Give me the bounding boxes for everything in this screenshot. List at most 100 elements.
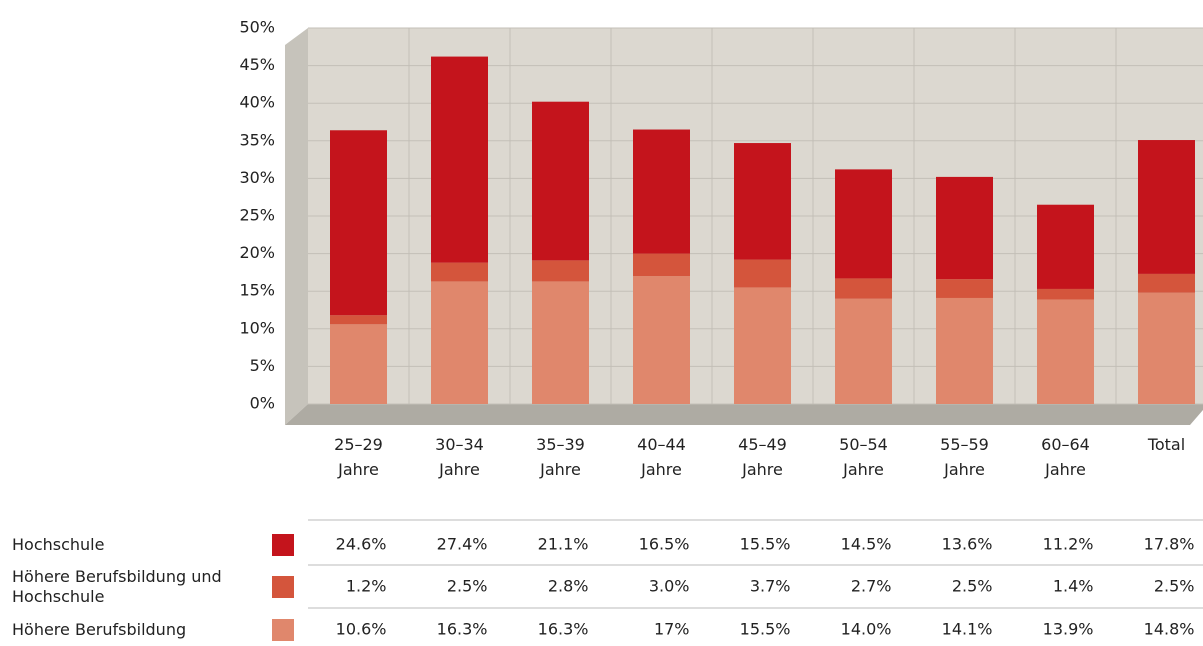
x-tick-label: Total: [1147, 435, 1185, 454]
x-tick-line: Total: [1147, 435, 1185, 454]
x-tick-line: Jahre: [1044, 460, 1086, 479]
x-tick-line: 55–59: [940, 435, 989, 454]
table-value: 15.5%: [740, 535, 791, 554]
floor: [285, 404, 1203, 425]
bar-segment: [936, 176, 993, 280]
y-tick-label: 35%: [239, 130, 275, 149]
bar-segment: [633, 129, 690, 254]
x-tick-label: 55–59 Jahre: [940, 435, 989, 479]
table-value: 13.6%: [942, 535, 993, 554]
x-tick-label: 35–39 Jahre: [536, 435, 585, 479]
y-tick-label: 10%: [239, 318, 275, 337]
x-tick-label: 25–29 Jahre: [334, 435, 383, 479]
x-tick-line: 35–39: [536, 435, 585, 454]
x-tick-label: 45–49 Jahre: [738, 435, 787, 479]
table-value: 14.5%: [841, 535, 892, 554]
table-value: 10.6%: [336, 620, 387, 639]
x-tick-line: Jahre: [842, 460, 884, 479]
bar-segment: [532, 260, 589, 282]
x-tick-label: 60–64 Jahre: [1041, 435, 1090, 479]
bar-segment: [431, 262, 488, 282]
x-tick-line: 45–49: [738, 435, 787, 454]
legend-label: Höhere Berufsbildung und Hochschule: [12, 567, 222, 606]
bar-segment: [734, 259, 791, 288]
bar-segment: [633, 253, 690, 277]
x-tick-line: Jahre: [640, 460, 682, 479]
x-tick-line: Jahre: [337, 460, 379, 479]
table-value: 24.6%: [336, 535, 387, 554]
table-value: 17.8%: [1144, 535, 1195, 554]
side-wall: [285, 28, 308, 425]
table-value: 2.5%: [1154, 577, 1195, 596]
table-value: 16.5%: [639, 535, 690, 554]
x-tick-line: Jahre: [438, 460, 480, 479]
bar-segment: [1037, 204, 1094, 289]
legend-label: Höhere Berufsbildung: [12, 620, 187, 639]
bar-segment: [532, 101, 589, 261]
y-tick-label: 20%: [239, 243, 275, 262]
bar-segment: [734, 287, 791, 404]
table-value: 3.7%: [750, 577, 791, 596]
y-tick-label: 45%: [239, 55, 275, 74]
table-value: 14.8%: [1144, 620, 1195, 639]
y-tick-label: 5%: [250, 356, 275, 375]
bar-segment: [633, 276, 690, 404]
x-tick-label: 50–54 Jahre: [839, 435, 888, 479]
y-tick-label: 25%: [239, 206, 275, 225]
table-value: 1.2%: [346, 577, 387, 596]
bar-segment: [1138, 273, 1195, 293]
table-value: 1.4%: [1053, 577, 1094, 596]
y-tick-label: 0%: [250, 394, 275, 413]
bar-segment: [532, 281, 589, 404]
legend-swatch: [272, 534, 294, 556]
table-value: 11.2%: [1043, 535, 1094, 554]
table-value: 21.1%: [538, 535, 589, 554]
x-tick-line: 30–34: [435, 435, 484, 454]
table-value: 16.3%: [437, 620, 488, 639]
x-tick-label: 30–34 Jahre: [435, 435, 484, 479]
bar-segment: [330, 324, 387, 404]
bar-segment: [330, 315, 387, 325]
table-value: 17%: [654, 620, 690, 639]
y-tick-label: 30%: [239, 168, 275, 187]
x-tick-line: Jahre: [943, 460, 985, 479]
bar-segment: [1037, 299, 1094, 404]
bar-segment: [936, 297, 993, 404]
y-tick-label: 50%: [239, 18, 275, 37]
table-value: 2.7%: [851, 577, 892, 596]
y-tick-label: 15%: [239, 281, 275, 300]
legend-swatch: [272, 619, 294, 641]
bar-segment: [431, 281, 488, 404]
x-tick-line: 25–29: [334, 435, 383, 454]
bar-segment: [1138, 292, 1195, 404]
table-value: 15.5%: [740, 620, 791, 639]
x-tick-line: Jahre: [539, 460, 581, 479]
table-value: 16.3%: [538, 620, 589, 639]
x-tick-line: 60–64: [1041, 435, 1090, 454]
table-value: 14.1%: [942, 620, 993, 639]
bar-segment: [835, 278, 892, 299]
bar-segment: [734, 143, 791, 260]
table-value: 2.5%: [952, 577, 993, 596]
bar-segment: [835, 298, 892, 404]
bar-segment: [1037, 288, 1094, 300]
table-value: 13.9%: [1043, 620, 1094, 639]
x-tick-line: Jahre: [741, 460, 783, 479]
table-value: 2.8%: [548, 577, 589, 596]
x-tick-label: 40–44 Jahre: [637, 435, 686, 479]
legend-swatch: [272, 576, 294, 598]
bar-segment: [431, 56, 488, 263]
bar-segment: [936, 279, 993, 298]
x-tick-line: 50–54: [839, 435, 888, 454]
y-tick-label: 40%: [239, 93, 275, 112]
bar-segment: [1138, 140, 1195, 274]
table-value: 27.4%: [437, 535, 488, 554]
table-value: 14.0%: [841, 620, 892, 639]
legend-label: Hochschule: [12, 535, 105, 554]
table-value: 2.5%: [447, 577, 488, 596]
bar-segment: [835, 169, 892, 279]
bar-segment: [330, 130, 387, 316]
table-value: 3.0%: [649, 577, 690, 596]
